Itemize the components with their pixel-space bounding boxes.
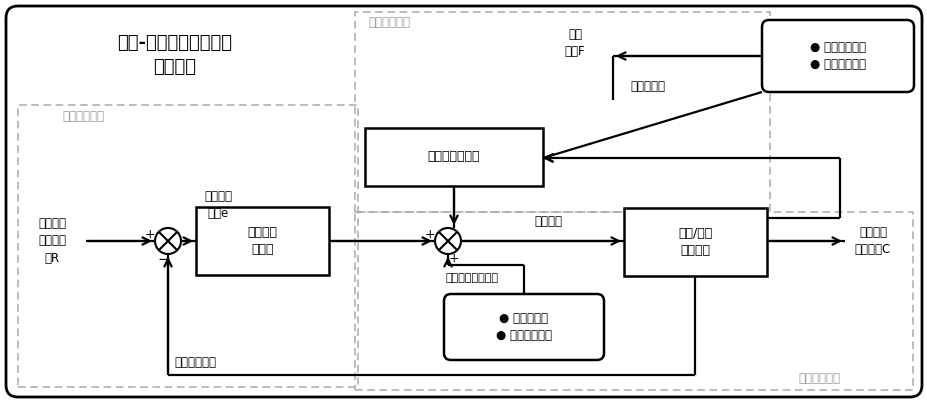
FancyBboxPatch shape [761,20,913,92]
Circle shape [435,228,461,254]
Text: （场景优化匹配）: （场景优化匹配） [445,273,498,283]
Bar [355,212,912,390]
Text: 设备场景
行为状态C: 设备场景 行为状态C [854,226,890,256]
Bar [196,207,329,275]
Bar [364,128,542,186]
Text: ● 外部指令输入
● 作业行为规则: ● 外部指令输入 ● 作业行为规则 [809,41,865,71]
Text: ● 工艺流程库
● 异常处理规则: ● 工艺流程库 ● 异常处理规则 [495,312,552,342]
Text: 解析、预测: 解析、预测 [629,81,665,93]
Text: 场景状态数据: 场景状态数据 [174,355,216,368]
Text: 场景反馈控制: 场景反馈控制 [62,110,104,123]
Text: 场景状态
偏差e: 场景状态 偏差e [204,190,232,220]
Bar [623,208,767,276]
Text: 实时感知
的物理状
态R: 实时感知 的物理状 态R [38,218,66,264]
Text: 映射反馈
控制器: 映射反馈 控制器 [248,226,277,256]
FancyBboxPatch shape [6,6,921,397]
Bar [18,105,358,387]
Text: +: + [448,253,459,266]
Text: 状态
扰动F: 状态 扰动F [564,28,585,58]
Text: +: + [145,229,155,241]
FancyBboxPatch shape [443,294,603,360]
Text: −: − [158,251,171,266]
Text: 动作指令: 动作指令 [533,216,562,229]
Text: +: + [425,229,435,241]
Text: 映射前馈控制器: 映射前馈控制器 [427,150,480,164]
Text: 场景综合优化: 场景综合优化 [797,372,839,384]
Text: 前馈-反馈复合控制行为
状态匹配: 前馈-反馈复合控制行为 状态匹配 [118,34,233,76]
Text: 场景前馈控制: 场景前馈控制 [368,17,410,29]
Bar [355,12,769,212]
Circle shape [155,228,181,254]
Text: 设备/系统
动态模型: 设备/系统 动态模型 [678,227,712,257]
